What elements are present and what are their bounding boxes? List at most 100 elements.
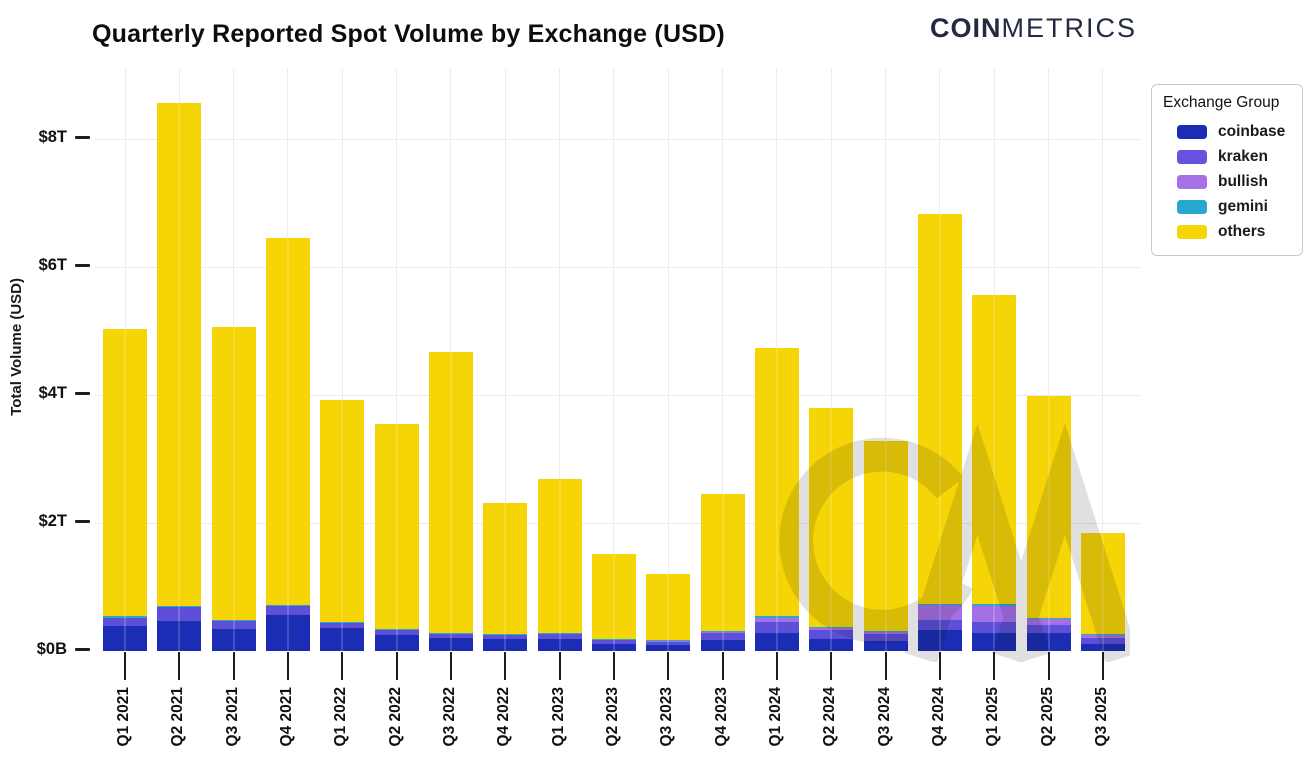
- bar-segment-bullish[interactable]: [1026, 619, 1071, 625]
- x-tick-mark: [341, 652, 344, 680]
- bar-segment-others[interactable]: [157, 102, 202, 606]
- x-tick-label: Q4 2022: [495, 687, 513, 747]
- x-tick-mark: [178, 652, 181, 680]
- bar-center-seam: [993, 294, 996, 651]
- bar-segment-others[interactable]: [211, 327, 256, 620]
- bar-segment-kraken[interactable]: [374, 629, 419, 635]
- y-gridline: [95, 139, 1140, 140]
- bar-segment-gemini[interactable]: [428, 633, 473, 634]
- legend-title: Exchange Group: [1163, 94, 1280, 111]
- legend-item-gemini[interactable]: gemini: [1163, 194, 1289, 219]
- bar-segment-others[interactable]: [265, 238, 310, 605]
- legend: Exchange Group coinbase kraken bullish gemi…: [1151, 84, 1303, 256]
- bar-segment-others[interactable]: [591, 554, 636, 639]
- bar-segment-kraken[interactable]: [320, 622, 365, 628]
- bar-segment-coinbase[interactable]: [428, 638, 473, 651]
- bar-segment-coinbase[interactable]: [700, 640, 745, 651]
- legend-item-kraken[interactable]: kraken: [1163, 144, 1289, 169]
- bar-segment-kraken[interactable]: [646, 641, 691, 646]
- bar-segment-others[interactable]: [646, 573, 691, 641]
- bar-segment-coinbase[interactable]: [591, 643, 636, 651]
- x-gridline: [396, 68, 398, 651]
- bar-segment-gemini[interactable]: [646, 640, 691, 641]
- bar-segment-gemini[interactable]: [483, 634, 528, 635]
- bar-segment-others[interactable]: [428, 352, 473, 634]
- bar-segment-gemini[interactable]: [265, 604, 310, 607]
- bar-segment-kraken[interactable]: [591, 639, 636, 644]
- logo-text-light: METRICS: [1001, 13, 1137, 43]
- x-tick-label: Q4 2024: [929, 687, 947, 747]
- bar-segment-gemini[interactable]: [157, 605, 202, 607]
- bar-segment-others[interactable]: [103, 329, 147, 617]
- bar-segment-coinbase[interactable]: [265, 615, 310, 651]
- y-tick-text: $8T: [38, 128, 67, 146]
- bar-center-seam: [612, 554, 615, 651]
- bar-segment-coinbase[interactable]: [483, 638, 528, 651]
- bar-segment-coinbase[interactable]: [754, 633, 799, 651]
- x-tick-mark: [830, 652, 833, 680]
- bar-segment-coinbase[interactable]: [537, 638, 582, 651]
- bar-segment-others[interactable]: [537, 479, 582, 634]
- bar-segment-kraken[interactable]: [211, 620, 256, 629]
- bar-segment-kraken[interactable]: [103, 617, 147, 627]
- x-tick-mark: [1047, 652, 1050, 680]
- bar-center-seam: [395, 424, 398, 651]
- legend-item-bullish[interactable]: bullish: [1163, 169, 1289, 194]
- bar-segment-gemini[interactable]: [700, 630, 745, 632]
- bar-segment-kraken[interactable]: [809, 629, 854, 639]
- bar-segment-gemini[interactable]: [972, 604, 1017, 606]
- bar-segment-gemini[interactable]: [320, 621, 365, 623]
- bar-segment-kraken[interactable]: [700, 633, 745, 641]
- bar-segment-gemini[interactable]: [754, 616, 799, 618]
- bar-segment-others[interactable]: [374, 424, 419, 630]
- bar-segment-bullish[interactable]: [700, 631, 745, 634]
- bar-segment-kraken[interactable]: [1026, 624, 1071, 634]
- bar-segment-kraken[interactable]: [972, 622, 1017, 634]
- legend-items: coinbase kraken bullish gemini others: [1163, 119, 1289, 244]
- bar-segment-gemini[interactable]: [374, 629, 419, 630]
- bar-segment-coinbase[interactable]: [157, 620, 202, 651]
- legend-swatch-bullish: [1177, 174, 1207, 189]
- bar-segment-gemini[interactable]: [537, 633, 582, 634]
- bar-segment-coinbase[interactable]: [320, 627, 365, 651]
- bar-center-seam: [504, 503, 507, 651]
- bar-segment-coinbase[interactable]: [646, 645, 691, 651]
- bar-segment-gemini[interactable]: [211, 619, 256, 621]
- y-tick-text: $6T: [38, 256, 67, 274]
- bar-segment-kraken[interactable]: [265, 606, 310, 616]
- y-gridline: [95, 523, 1140, 524]
- bar-segment-bullish[interactable]: [646, 640, 691, 642]
- bar-segment-kraken[interactable]: [537, 633, 582, 639]
- bar-segment-gemini[interactable]: [591, 638, 636, 640]
- bar-segment-others[interactable]: [483, 503, 528, 635]
- bar-segment-kraken[interactable]: [157, 606, 202, 621]
- x-tick-label: Q2 2022: [386, 687, 404, 747]
- x-tick-mark: [558, 652, 561, 680]
- bar-segment-coinbase[interactable]: [211, 628, 256, 651]
- bar-center-seam: [178, 102, 181, 651]
- bar-segment-bullish[interactable]: [754, 617, 799, 623]
- legend-item-others[interactable]: others: [1163, 219, 1289, 244]
- y-gridline: [95, 395, 1140, 396]
- x-tick-mark: [395, 652, 398, 680]
- bar-segment-kraken[interactable]: [483, 635, 528, 639]
- bar-segment-others[interactable]: [320, 400, 365, 622]
- bar-segment-others[interactable]: [700, 493, 745, 631]
- bar-center-seam: [449, 352, 452, 651]
- logo-text-bold: COIN: [930, 13, 1002, 43]
- x-tick-label: Q2 2023: [603, 687, 621, 747]
- bar-segment-coinbase[interactable]: [809, 638, 854, 651]
- legend-item-coinbase[interactable]: coinbase: [1163, 119, 1289, 144]
- bar-segment-coinbase[interactable]: [103, 626, 147, 651]
- x-tick-mark: [232, 652, 235, 680]
- bar-segment-kraken[interactable]: [428, 633, 473, 639]
- y-axis-title: Total Volume (USD): [8, 278, 25, 416]
- bar-segment-gemini[interactable]: [103, 616, 147, 618]
- coinmetrics-logo: COINMETRICS: [930, 13, 1137, 44]
- bar-segment-gemini[interactable]: [1026, 618, 1071, 619]
- bar-segment-coinbase[interactable]: [863, 640, 908, 651]
- bar-segment-coinbase[interactable]: [374, 635, 419, 651]
- legend-label: bullish: [1218, 172, 1268, 190]
- bar-segment-kraken[interactable]: [754, 622, 799, 634]
